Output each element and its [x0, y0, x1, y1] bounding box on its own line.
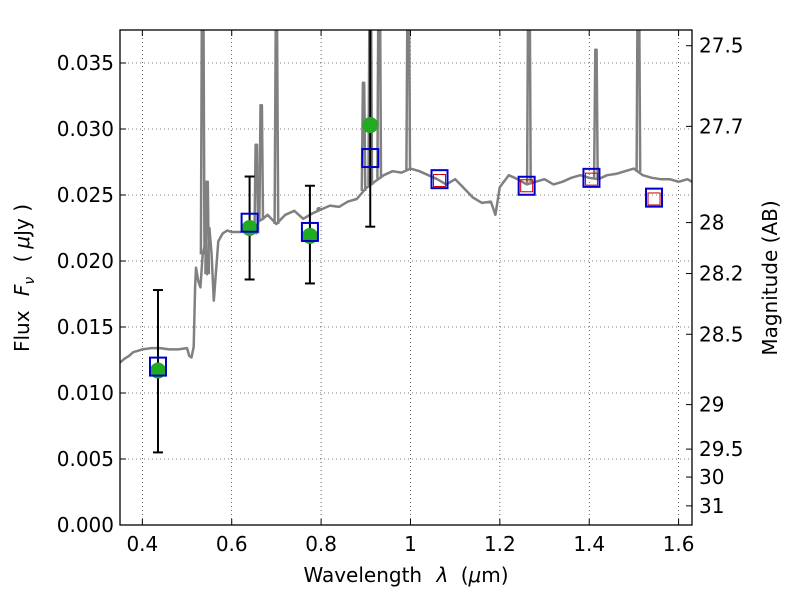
y-axis-label-text: Flux	[10, 310, 34, 352]
y2-tick-label: 28.5	[699, 322, 744, 346]
x-tick-label: 1.6	[663, 532, 695, 556]
y-axis-label-subscript: ν	[22, 277, 38, 285]
y-axis-label: Flux Fν ( μJy )	[10, 204, 39, 352]
observed-flux-point	[362, 117, 379, 134]
model-flux-square	[361, 148, 380, 169]
y-axis-label-unit-mu: μ	[10, 236, 34, 250]
emission-line-spike	[367, 30, 374, 186]
emission-line-spike	[315, 206, 322, 212]
predicted-flux-square	[584, 172, 598, 186]
y2-tick-label: 27.7	[699, 114, 744, 138]
y-tick-label: 0.035	[57, 51, 114, 75]
emission-line-spike	[592, 48, 599, 179]
x-tick-label: 0.4	[126, 532, 158, 556]
y2-tick-label: 27.5	[699, 34, 744, 58]
y2-axis-label: Magnitude (AB)	[758, 200, 782, 355]
model-flux-square	[300, 221, 319, 242]
emission-line-spike	[376, 30, 383, 179]
y-axis-label-symbol: F	[10, 284, 34, 296]
x-tick-label: 1.2	[484, 532, 516, 556]
x-tick-label: 0.8	[305, 532, 337, 556]
y2-tick-label: 30	[699, 465, 724, 489]
x-tick-label: 1	[404, 532, 417, 556]
y-tick-label: 0.000	[57, 513, 114, 537]
x-axis-label-text: Wavelength	[303, 563, 422, 587]
x-axis-label: Wavelength λ (μm)	[303, 563, 508, 587]
emission-line-spike	[635, 30, 642, 172]
y2-tick-label: 28	[699, 211, 724, 235]
x-axis-label-symbol: λ	[435, 563, 448, 587]
emission-line-spike	[273, 30, 280, 225]
x-tick-label: 0.6	[216, 532, 248, 556]
y-tick-label: 0.005	[57, 447, 114, 471]
emission-line-spike	[199, 30, 206, 255]
overlay-layer	[148, 117, 664, 379]
model-flux-square	[430, 169, 449, 190]
y-tick-label: 0.015	[57, 315, 114, 339]
observed-flux-point	[301, 227, 318, 244]
model-flux-square	[148, 356, 167, 377]
predicted-flux-square	[520, 179, 534, 193]
y-tick-label: 0.025	[57, 183, 114, 207]
emission-line-spike	[405, 30, 412, 170]
observed-flux-point	[149, 362, 166, 379]
model-flux-square	[517, 175, 536, 196]
emission-line-spike	[360, 81, 367, 192]
model-flux-square	[582, 167, 601, 188]
emission-line-spike	[258, 103, 265, 220]
observed-flux-point	[241, 220, 258, 236]
y-tick-label: 0.020	[57, 249, 114, 273]
y2-axis-ticks: 27.5 27.7 28 28.2 28.5 29 29.5 30 31	[686, 34, 744, 518]
y-axis-ticks: 0.000 0.005 0.010 0.015 0.020 0.025 0.030 0.035	[57, 51, 126, 537]
y2-tick-label: 29.5	[699, 437, 744, 461]
x-axis-label-unit-open: (	[461, 563, 469, 587]
y-tick-label: 0.010	[57, 381, 114, 405]
emission-line-spike	[204, 180, 211, 275]
model-flux-square	[240, 212, 259, 233]
x-tick-label: 1.4	[573, 532, 605, 556]
data-layer	[120, 30, 692, 454]
model-flux-square	[645, 187, 664, 208]
x-axis-label-unit-rest: m)	[481, 563, 508, 587]
y-axis-label-unit-rest: Jy )	[10, 204, 34, 238]
x-axis-label-unit-mu: μ	[468, 563, 482, 587]
y-tick-label: 0.030	[57, 117, 114, 141]
emission-line-spike	[253, 143, 260, 234]
y2-tick-label: 28.2	[699, 262, 744, 286]
y-axis-label-unit-open: (	[10, 255, 34, 263]
predicted-flux-square	[647, 192, 661, 206]
y2-tick-label: 29	[699, 393, 724, 417]
x-axis-ticks: 0.4 0.6 0.8 1 1.2 1.4 1.6	[126, 30, 695, 556]
spectrum-line	[120, 167, 692, 364]
y2-tick-label: 31	[699, 494, 724, 518]
predicted-flux-square	[433, 173, 447, 187]
plot-frame	[119, 29, 693, 526]
emission-line-spike	[525, 30, 532, 184]
